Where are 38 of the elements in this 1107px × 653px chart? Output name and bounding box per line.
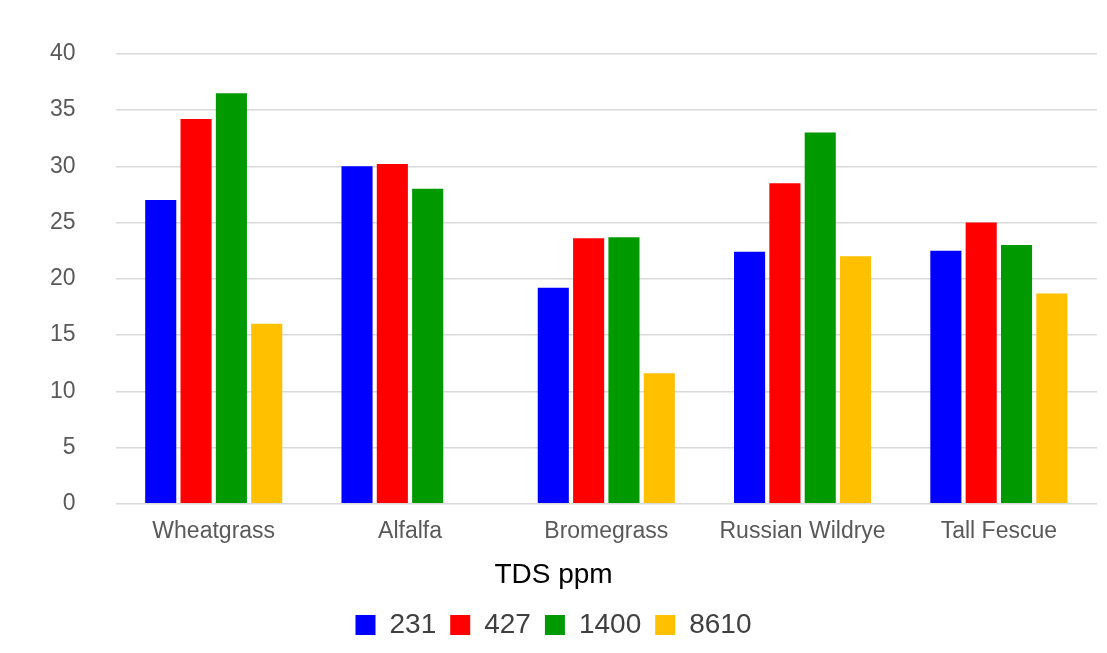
bar — [251, 323, 283, 504]
legend-label: 1400 — [578, 607, 642, 639]
y-tick-label: 5 — [62, 432, 76, 459]
bar — [734, 251, 766, 504]
y-tick-label: 10 — [49, 376, 76, 403]
y-tick-label: 30 — [49, 151, 76, 178]
bar — [930, 250, 962, 504]
bar — [412, 188, 444, 504]
y-tick-label: 40 — [49, 39, 76, 66]
bar — [341, 166, 373, 504]
legend-title: TDS ppm — [494, 558, 613, 590]
bar — [804, 132, 836, 504]
y-tick-label: 15 — [49, 320, 76, 347]
x-tick-label: Alfalfa — [378, 516, 443, 543]
y-tick-label: 25 — [49, 207, 76, 234]
bar — [180, 119, 212, 504]
bar — [608, 237, 640, 504]
x-tick-label: Wheatgrass — [152, 516, 276, 543]
x-tick-label: Russian Wildrye — [719, 516, 886, 543]
bar — [573, 238, 605, 504]
bar — [215, 93, 247, 504]
bar — [376, 164, 408, 504]
legend-label: 231 — [389, 607, 437, 639]
bar — [145, 200, 177, 504]
bar — [537, 287, 569, 504]
bar — [840, 256, 872, 504]
x-tick-label: Tall Fescue — [940, 516, 1058, 543]
bar — [1036, 293, 1068, 504]
y-tick-label: 20 — [49, 264, 76, 291]
bar — [643, 373, 675, 504]
x-tick-label: Bromegrass — [544, 516, 669, 543]
bar — [1000, 245, 1033, 504]
legend-label: 427 — [484, 607, 531, 639]
bar — [965, 222, 997, 504]
bar — [769, 183, 801, 504]
legend-label: 8610 — [689, 607, 752, 639]
y-tick-label: 0 — [62, 489, 76, 516]
y-tick-label: 35 — [49, 95, 76, 122]
